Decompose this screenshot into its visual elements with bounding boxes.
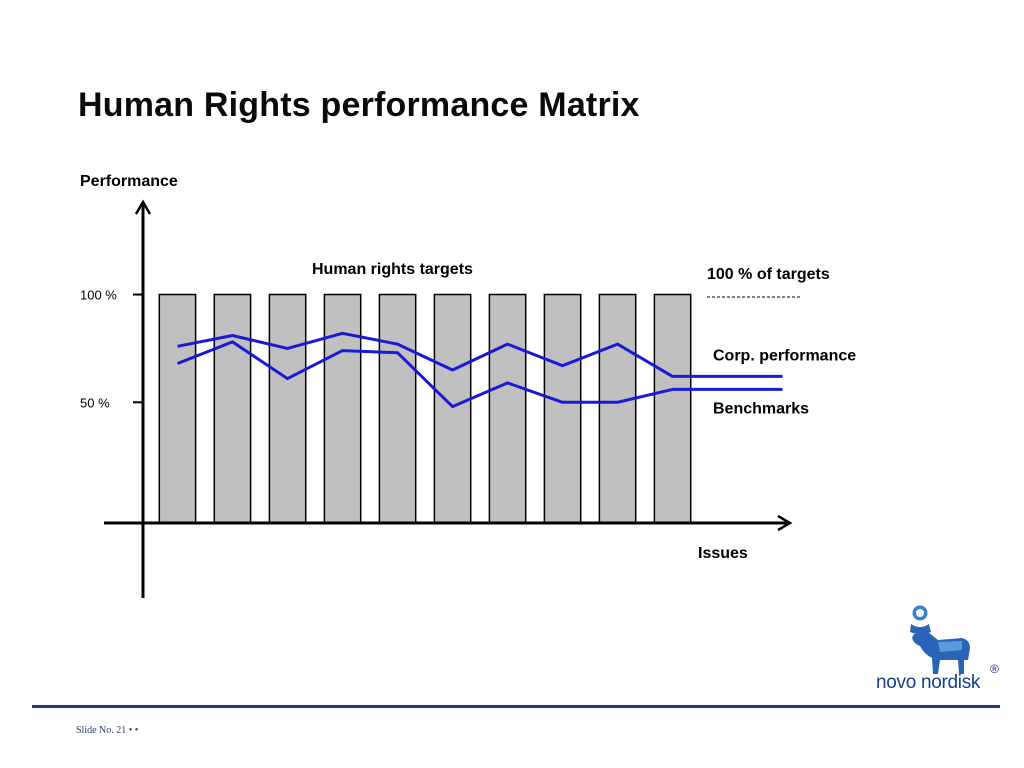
series-label: Corp. performance (713, 347, 856, 364)
logo-wordmark: novo nordisk (876, 672, 981, 693)
bar-3 (268, 293, 307, 524)
series-line-benchmarks (176, 340, 783, 409)
footer-rule (32, 705, 1000, 708)
y-axis-arrow (134, 199, 152, 215)
axes-layer: Performance Issues (80, 173, 793, 598)
y-tick-label: 100 % (80, 288, 117, 303)
x-axis-arrow (777, 514, 793, 532)
lines-layer: Corp. performance Benchmarks (176, 331, 856, 417)
novo-nordisk-logo: novo nordisk ® (876, 600, 1006, 700)
x-axis-label: Issues (698, 545, 748, 562)
bar-7 (488, 293, 527, 524)
y-tick-label: 50 % (80, 395, 110, 410)
bar-1 (158, 293, 197, 524)
bar-4 (323, 293, 362, 524)
bar-9 (598, 293, 637, 524)
footer: Slide No. 21 • • (76, 725, 138, 736)
slide-title: Human Rights performance Matrix (78, 86, 640, 124)
footer-separator: • (134, 725, 139, 736)
footer-separator: • (128, 725, 133, 736)
target-level-label: 100 % of targets (707, 266, 830, 283)
bars-layer (158, 293, 692, 524)
series-line-corp-performance (177, 331, 783, 378)
bar-6 (433, 293, 472, 524)
bar-5 (378, 293, 417, 524)
bar-2 (213, 293, 252, 524)
series-label: Benchmarks (713, 400, 809, 417)
y-axis-label: Performance (80, 173, 178, 190)
annotations-layer: Human rights targets 100 % of targets (312, 261, 830, 298)
ticks-layer: 100 % 50 % (80, 288, 143, 410)
bar-10 (653, 293, 692, 524)
apis-bull-icon (910, 605, 970, 674)
slide-number: Slide No. 21 (76, 725, 127, 736)
bar-8 (543, 293, 582, 524)
registered-mark: ® (990, 662, 999, 676)
bars-annotation: Human rights targets (312, 261, 473, 278)
